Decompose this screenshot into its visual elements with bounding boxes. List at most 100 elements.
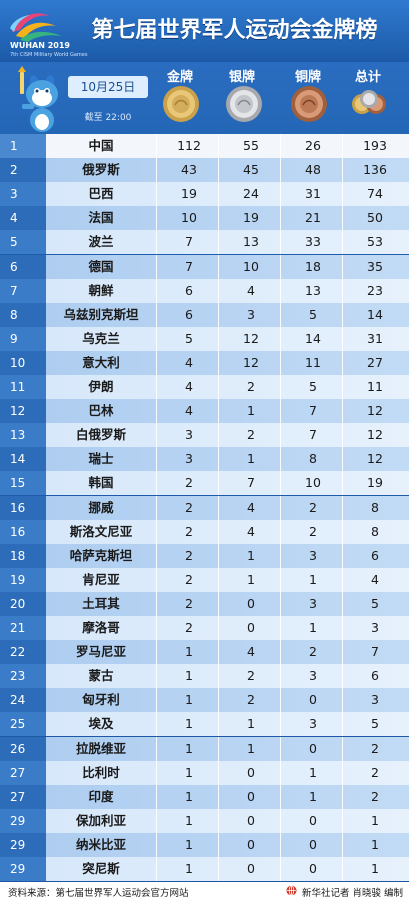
column-divider <box>218 688 219 713</box>
column-divider <box>342 760 343 785</box>
total-count: 23 <box>367 282 383 298</box>
silver-count: 2 <box>247 692 255 708</box>
total-count: 12 <box>367 427 383 443</box>
column-divider <box>280 519 281 544</box>
bronze-count: 2 <box>309 523 317 539</box>
table-row: 15 韩国 2 7 10 19 <box>0 471 409 496</box>
logo-text: WUHAN 2019 <box>10 41 70 50</box>
country-name: 埃及 <box>88 716 114 732</box>
column-divider <box>218 808 219 833</box>
total-count: 6 <box>371 668 379 684</box>
rank-cell: 29 <box>0 857 46 881</box>
column-divider <box>280 857 281 881</box>
column-divider <box>156 423 157 448</box>
rank-cell: 6 <box>0 254 46 279</box>
column-divider <box>280 134 281 158</box>
rank-cell: 29 <box>0 808 46 833</box>
silver-count: 19 <box>243 210 259 226</box>
column-divider <box>342 543 343 568</box>
gold-count: 1 <box>185 644 193 660</box>
gold-count: 4 <box>185 403 193 419</box>
total-count: 2 <box>371 788 379 804</box>
column-divider <box>342 784 343 809</box>
country-name: 拉脱维亚 <box>75 740 126 756</box>
silver-count: 7 <box>247 475 255 491</box>
column-divider <box>156 640 157 665</box>
total-count: 1 <box>371 812 379 828</box>
country-name: 巴西 <box>88 186 114 202</box>
gold-count: 1 <box>185 716 193 732</box>
total-count: 5 <box>371 595 379 611</box>
bronze-count: 21 <box>305 210 321 226</box>
column-divider <box>280 326 281 351</box>
table-row: 11 伊朗 4 2 5 11 <box>0 375 409 399</box>
country-name: 瑞士 <box>88 451 114 467</box>
column-divider <box>280 278 281 303</box>
row-body: 比利时 1 0 1 2 <box>46 760 409 785</box>
column-divider <box>156 302 157 327</box>
column-divider <box>280 447 281 472</box>
total-count: 3 <box>371 692 379 708</box>
row-body: 意大利 4 12 11 27 <box>46 350 409 375</box>
bronze-count: 3 <box>309 668 317 684</box>
column-divider <box>218 495 219 520</box>
table-row: 27 比利时 1 0 1 2 <box>0 760 409 785</box>
silver-count: 1 <box>247 451 255 467</box>
bronze-count: 1 <box>309 571 317 587</box>
column-divider <box>218 832 219 857</box>
gold-count: 2 <box>185 475 193 491</box>
column-divider <box>280 760 281 785</box>
silver-count: 1 <box>247 403 255 419</box>
row-body: 中国 112 55 26 193 <box>46 134 409 158</box>
rank-cell: 20 <box>0 591 46 616</box>
total-count: 8 <box>371 499 379 515</box>
column-divider <box>280 495 281 520</box>
country-name: 乌兹别克斯坦 <box>63 306 139 322</box>
row-body: 匈牙利 1 2 0 3 <box>46 688 409 713</box>
row-body: 斯洛文尼亚 2 4 2 8 <box>46 519 409 544</box>
column-divider <box>342 712 343 737</box>
gold-count: 2 <box>185 499 193 515</box>
table-row: 7 朝鲜 6 4 13 23 <box>0 278 409 303</box>
table-row: 8 乌兹别克斯坦 6 3 5 14 <box>0 302 409 327</box>
column-divider <box>280 399 281 424</box>
column-divider <box>156 158 157 183</box>
table-row: 13 白俄罗斯 3 2 7 12 <box>0 423 409 448</box>
column-divider <box>156 760 157 785</box>
column-divider <box>280 736 281 761</box>
rank-cell: 27 <box>0 760 46 785</box>
silver-count: 0 <box>247 764 255 780</box>
silver-count: 12 <box>243 330 259 346</box>
column-divider <box>218 447 219 472</box>
column-header-bronze: 铜牌 <box>294 70 321 85</box>
table-row: 1 中国 112 55 26 193 <box>0 134 409 158</box>
column-divider <box>156 784 157 809</box>
country-name: 俄罗斯 <box>82 162 120 178</box>
silver-medal-icon <box>226 86 262 122</box>
column-divider <box>218 230 219 255</box>
silver-count: 0 <box>247 861 255 876</box>
column-divider <box>280 423 281 448</box>
country-name: 蒙古 <box>88 668 114 684</box>
row-body: 肯尼亚 2 1 1 4 <box>46 567 409 592</box>
rank-cell: 22 <box>0 640 46 665</box>
row-body: 土耳其 2 0 3 5 <box>46 591 409 616</box>
bronze-count: 18 <box>305 258 321 274</box>
silver-count: 1 <box>247 547 255 563</box>
total-count: 74 <box>367 186 383 202</box>
column-divider <box>280 567 281 592</box>
country-name: 突尼斯 <box>82 861 120 876</box>
column-divider <box>156 567 157 592</box>
bronze-count: 2 <box>309 499 317 515</box>
rank-cell: 21 <box>0 616 46 640</box>
column-divider <box>218 616 219 640</box>
column-divider <box>156 591 157 616</box>
row-body: 法国 10 19 21 50 <box>46 206 409 231</box>
row-body: 伊朗 4 2 5 11 <box>46 375 409 399</box>
gold-count: 1 <box>185 812 193 828</box>
column-divider <box>342 808 343 833</box>
table-row: 24 匈牙利 1 2 0 3 <box>0 688 409 713</box>
table-row: 3 巴西 19 24 31 74 <box>0 182 409 207</box>
total-count: 3 <box>371 620 379 635</box>
